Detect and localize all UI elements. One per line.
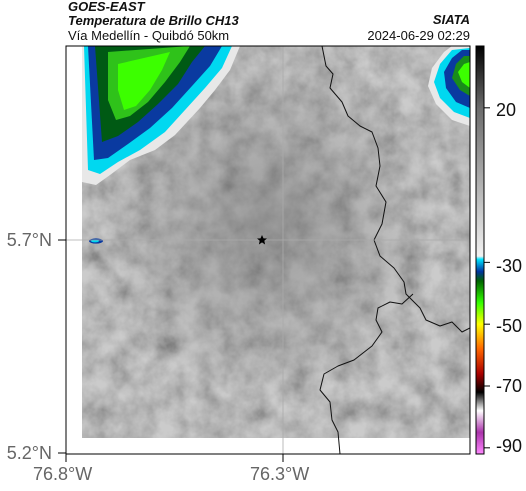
map-frame [65,45,471,455]
organization-label: SIATA [432,12,470,27]
satellite-image [66,46,470,454]
admin-boundaries [319,46,470,454]
longitude-label: 76.8°W [33,464,93,484]
colorbar [475,45,490,455]
route-subtitle: Vía Medellín - Quibdó 50km [68,28,230,43]
longitude-label: 76.3°W [250,464,310,484]
colorbar-tick-label: 20 [496,100,517,120]
product-title: Temperatura de Brillo CH13 [68,13,239,28]
latitude-label: 5.2°N [6,443,52,463]
timestamp-label: 2024-06-29 02:29 [367,28,470,43]
colorbar-tick-label: -50 [496,316,523,336]
latitude-label: 5.7°N [6,230,52,250]
colorbar-tick-label: -90 [496,436,523,456]
location-star-marker [257,235,267,245]
graticule [66,46,470,454]
axis-ticks [58,239,284,462]
colorbar-tick-label: -30 [496,256,523,276]
convective-cloud-northeast [428,46,470,126]
cold-spot-west [89,238,103,244]
convective-cloud-northwest [82,46,240,185]
colorbar-tick-label: -70 [496,376,523,396]
satellite-title: GOES-EAST [68,0,145,14]
